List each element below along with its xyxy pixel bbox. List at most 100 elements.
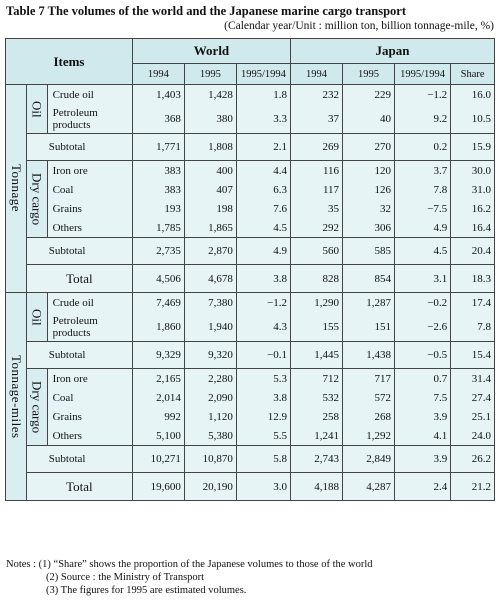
data-row: Coal 383 407 6.3 117 126 7.8 31.0 — [6, 180, 495, 199]
cell: 2,280 — [183, 368, 237, 388]
table-title: Table 7 The volumes of the world and the… — [6, 4, 406, 18]
cell: 4.3 — [235, 312, 292, 342]
cell: 19,600 — [131, 472, 185, 501]
data-row: Others 1,785 1,865 4.5 292 306 4.9 16.4 — [6, 218, 495, 238]
cell: 258 — [290, 407, 344, 426]
cell: 3.8 — [235, 264, 292, 293]
column-header: 1995 — [183, 63, 237, 85]
cell: 12.9 — [235, 407, 292, 426]
cell: 2,743 — [290, 445, 344, 473]
total-row: Total 4,506 4,678 3.8 828 854 3.1 18.3 — [6, 264, 495, 293]
cell: 383 — [131, 180, 185, 199]
cell: 18.3 — [450, 264, 495, 293]
cell: 4,678 — [183, 264, 237, 293]
cell: 992 — [131, 407, 185, 426]
cell: 31.0 — [450, 180, 495, 199]
cell: 5.3 — [235, 368, 292, 388]
total-row: Total 19,600 20,190 3.0 4,188 4,287 2.4 21.2 — [6, 472, 495, 501]
subtotal-label: Subtotal — [25, 237, 133, 265]
row-label: Iron ore — [46, 368, 133, 388]
cell: 268 — [342, 407, 396, 426]
cell: 20,190 — [183, 472, 237, 501]
cell: 4.4 — [235, 160, 292, 180]
cell: −7.5 — [394, 199, 452, 218]
cell: 116 — [290, 160, 344, 180]
cell: 2,165 — [131, 368, 185, 388]
row-label: Coal — [46, 180, 133, 199]
cell: 9.2 — [394, 104, 452, 134]
column-header: 1994 — [131, 63, 185, 85]
cell: 1,808 — [183, 133, 237, 161]
cell: 0.2 — [394, 133, 452, 161]
notes: Notes : (1) “Share” shows the proportion… — [6, 558, 496, 597]
cell: 292 — [290, 218, 344, 238]
cell: 2,870 — [183, 237, 237, 265]
data-row: Grains 992 1,120 12.9 258 268 3.9 25.1 — [6, 407, 495, 426]
cell: 7,469 — [131, 292, 185, 312]
cell: 155 — [290, 312, 344, 342]
cell: 21.2 — [450, 472, 495, 501]
cell: 400 — [183, 160, 237, 180]
cell: 9,329 — [131, 341, 185, 369]
cell: 585 — [342, 237, 396, 265]
cell: 3.3 — [235, 104, 292, 134]
section-label: Tonnage-miles — [5, 292, 27, 501]
cell: 1,860 — [131, 312, 185, 342]
total-label: Total — [25, 472, 133, 501]
cell: 2,849 — [342, 445, 396, 473]
cell: 7.5 — [394, 388, 452, 407]
subtotal-row: Subtotal 2,735 2,870 4.9 560 585 4.5 20.4 — [6, 237, 495, 265]
cell: 24.0 — [450, 426, 495, 446]
cell: 1.8 — [235, 84, 292, 104]
column-header: 1995 — [342, 63, 396, 85]
cell: 5,380 — [183, 426, 237, 446]
column-header: 1995/1994 — [235, 63, 292, 85]
table-subtitle: (Calendar year/Unit : million ton, billi… — [224, 20, 494, 32]
group-label: Oil — [25, 292, 48, 342]
cell: 828 — [290, 264, 344, 293]
cell: 15.9 — [450, 133, 495, 161]
data-row: Dry cargo Iron ore 383 400 4.4 116 120 3.7 30.0 — [6, 160, 495, 238]
cell: 4,188 — [290, 472, 344, 501]
row-label: Petroleum products — [46, 104, 133, 134]
cell: 4,506 — [131, 264, 185, 293]
items-header: Items — [5, 38, 133, 85]
note: Notes : (1) “Share” shows the proportion… — [6, 559, 373, 570]
data-row: Petroleum products 1,860 1,940 4.3 155 151 −2.… — [6, 312, 495, 342]
row-label: Grains — [46, 199, 133, 218]
cell: 1,403 — [131, 84, 185, 104]
column-header: Share — [450, 63, 495, 85]
cell: 712 — [290, 368, 344, 388]
cell: 7.8 — [450, 312, 495, 342]
cell: 7,380 — [183, 292, 237, 312]
cell: 35 — [290, 199, 344, 218]
section-label: Tonnage — [5, 84, 27, 293]
cell: 383 — [131, 160, 185, 180]
cell: 3.0 — [235, 472, 292, 501]
row-label: Crude oil — [46, 84, 133, 104]
cell: −0.5 — [394, 341, 452, 369]
cell: 229 — [342, 84, 396, 104]
world-header: World — [131, 38, 292, 64]
cell: 4.5 — [235, 218, 292, 238]
cell: 560 — [290, 237, 344, 265]
cell: 717 — [342, 368, 396, 388]
cell: 854 — [342, 264, 396, 293]
note: (2) Source : the Ministry of Transport — [46, 572, 205, 583]
cell: 368 — [131, 104, 185, 134]
cell: 4.9 — [394, 218, 452, 238]
data-row: Others 5,100 5,380 5.5 1,241 1,292 4.1 24.0 — [6, 426, 495, 446]
cell: 1,445 — [290, 341, 344, 369]
column-header: 1994 — [290, 63, 344, 85]
cell: 269 — [290, 133, 344, 161]
cell: 2.1 — [235, 133, 292, 161]
data-table: Items World Japan 1994 1995 1995/1994 1994 1995… — [5, 38, 495, 501]
cell: 1,241 — [290, 426, 344, 446]
row-label: Iron ore — [46, 160, 133, 180]
cell: 3.7 — [394, 160, 452, 180]
cell: 5,100 — [131, 426, 185, 446]
data-row: Tonnage Oil Crude oil 1,403 1,428 1.8 232 229 −1… — [5, 84, 495, 293]
cell: 4.5 — [394, 237, 452, 265]
cell: 117 — [290, 180, 344, 199]
cell: 2,090 — [183, 388, 237, 407]
